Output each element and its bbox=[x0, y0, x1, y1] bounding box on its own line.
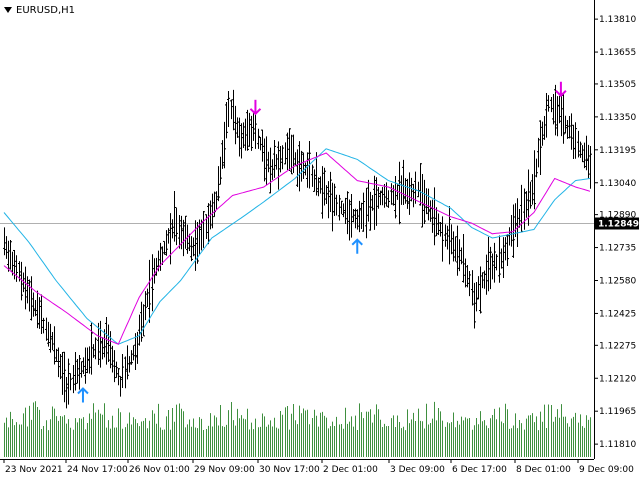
price-axis-label: 1.12580 bbox=[599, 277, 636, 287]
buy-arrow-icon bbox=[77, 387, 89, 403]
symbol-label: EURUSD,H1 bbox=[16, 4, 76, 16]
price-axis-label: 1.13810 bbox=[599, 15, 636, 25]
time-axis-label: 29 Nov 09:00 bbox=[194, 465, 255, 475]
sell-arrow-icon bbox=[249, 99, 262, 116]
price-axis-label: 1.13350 bbox=[599, 113, 636, 123]
symbol-header[interactable]: EURUSD,H1 bbox=[4, 3, 75, 17]
arrow-head bbox=[555, 90, 567, 98]
ma-slow-line bbox=[3, 148, 591, 345]
time-axis-label: 3 Dec 09:00 bbox=[390, 465, 445, 475]
dropdown-triangle-icon[interactable] bbox=[4, 7, 12, 13]
ma-fast-line bbox=[3, 152, 591, 345]
time-axis-label: 6 Dec 17:00 bbox=[452, 465, 507, 475]
price-axis-label: 1.13195 bbox=[599, 146, 636, 156]
buy-arrow-icon bbox=[351, 238, 363, 254]
time-axis-label: 24 Nov 17:00 bbox=[67, 465, 128, 475]
price-axis-label: 1.11965 bbox=[599, 407, 636, 417]
price-axis-label: 1.12425 bbox=[599, 309, 636, 319]
price-axis-label: 1.12275 bbox=[599, 341, 636, 351]
signal-arrows bbox=[77, 81, 567, 403]
price-axis-label: 1.12120 bbox=[599, 374, 636, 384]
price-axis-label: 1.12890 bbox=[599, 211, 636, 221]
time-axis-label: 8 Dec 01:00 bbox=[516, 465, 571, 475]
current-price-box bbox=[595, 217, 639, 230]
price-axis-label: 1.13505 bbox=[599, 80, 636, 90]
sell-arrow-icon bbox=[555, 81, 567, 98]
arrow-head bbox=[351, 238, 363, 246]
price-axis: 1.13810 1.13655 1.13505 1.13350 1.13195 1.130… bbox=[594, 15, 639, 450]
time-axis-label: 2 Dec 01:00 bbox=[323, 465, 378, 475]
volume-histogram bbox=[4, 401, 591, 457]
price-axis-label: 1.11810 bbox=[599, 440, 636, 450]
ohlc-bars bbox=[3, 84, 592, 409]
time-axis: 23 Nov 2021 24 Nov 17:00 26 Nov 01:00 29 No… bbox=[3, 459, 634, 475]
plot-frame bbox=[0, 0, 595, 460]
time-axis-label: 26 Nov 01:00 bbox=[129, 465, 190, 475]
time-axis-label: 9 Dec 09:00 bbox=[579, 465, 634, 475]
arrow-head bbox=[249, 108, 262, 116]
price-axis-label: 1.13655 bbox=[599, 48, 636, 58]
current-price-label: 1.12849 bbox=[598, 220, 639, 230]
time-axis-label: 23 Nov 2021 bbox=[5, 465, 63, 475]
arrow-head bbox=[77, 387, 89, 395]
price-axis-label: 1.13040 bbox=[599, 179, 636, 189]
time-axis-label: 30 Nov 17:00 bbox=[259, 465, 320, 475]
price-axis-label: 1.12735 bbox=[599, 244, 636, 254]
moving-averages bbox=[3, 148, 591, 345]
